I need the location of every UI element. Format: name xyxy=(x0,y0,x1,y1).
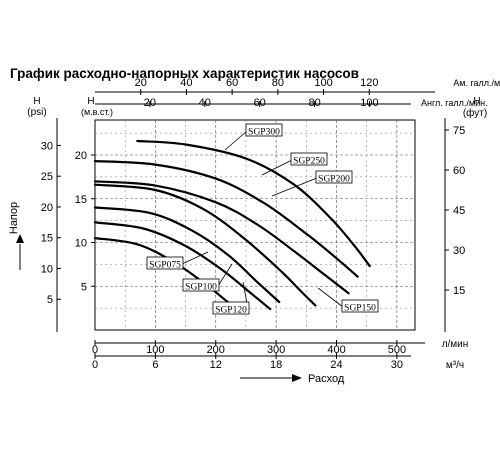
ft-axis-tick-label: 60 xyxy=(453,165,465,177)
usgal-axis-tick-label: 120 xyxy=(360,77,378,89)
m-axis-tick-label: 20 xyxy=(75,150,87,162)
label-sgp300: SGP300 xyxy=(248,128,280,138)
label-sgp100: SGP100 xyxy=(185,283,217,293)
lpm-axis-tick-label: 400 xyxy=(327,344,345,356)
leader-sgp150 xyxy=(317,287,344,308)
plot-frame xyxy=(94,119,416,331)
label-box-sgp300 xyxy=(245,123,283,137)
label-sgp200: SGP200 xyxy=(318,175,350,185)
label-sgp250: SGP250 xyxy=(293,157,325,167)
impgal-axis-tick-label: 100 xyxy=(360,97,378,109)
curve-sgp200 xyxy=(93,180,350,295)
chart-title: График расходно-напорных характеристик н… xyxy=(10,66,359,81)
curve-sgp100 xyxy=(93,221,272,311)
m3h-axis-tick-label: 6 xyxy=(152,359,158,371)
label-sgp150: SGP150 xyxy=(344,304,376,314)
curve-sgp300 xyxy=(136,139,371,268)
psi-axis-letter: H xyxy=(33,96,40,107)
label-box-sgp150 xyxy=(341,299,379,313)
impgal-axis-tick-label: 40 xyxy=(199,97,211,109)
y-axis-label: Напор xyxy=(8,202,20,234)
usgal-axis-tick-label: 40 xyxy=(180,77,192,89)
m3h-axis-tick-label: 12 xyxy=(210,359,222,371)
curve-sgp120 xyxy=(93,206,281,304)
lpm-axis-tick-label: 0 xyxy=(92,344,98,356)
usgal-axis-tick-label: 100 xyxy=(314,77,332,89)
leader-sgp200 xyxy=(271,177,318,197)
ft-axis-tick-label: 45 xyxy=(453,205,465,217)
leader-sgp250 xyxy=(261,159,293,176)
ft-axis-tick-label: 75 xyxy=(453,125,465,137)
lpm-axis-unit: л/мин xyxy=(442,339,469,350)
usgal-axis-tick-label: 60 xyxy=(226,77,238,89)
label-sgp075: SGP075 xyxy=(149,261,181,271)
psi-axis-tick-label: 10 xyxy=(41,263,53,275)
label-sgp120: SGP120 xyxy=(215,306,247,316)
x-axis-label: Расход xyxy=(308,373,345,385)
m-axis-tick-label: 15 xyxy=(75,194,87,206)
lpm-axis-tick-label: 500 xyxy=(388,344,406,356)
m-axis-letter: H xyxy=(87,96,94,107)
psi-axis-tick-label: 30 xyxy=(41,140,53,152)
ft-axis-tick-label: 30 xyxy=(453,245,465,257)
label-box-sgp120 xyxy=(212,301,250,315)
m3h-axis-unit: м³/ч xyxy=(446,360,464,371)
label-box-sgp100 xyxy=(182,278,220,292)
label-box-sgp075 xyxy=(146,256,184,270)
m-axis-tick-label: 5 xyxy=(81,281,87,293)
lpm-axis-tick-label: 200 xyxy=(207,344,225,356)
psi-axis-tick-label: 25 xyxy=(41,171,53,183)
psi-axis-unit: (psi) xyxy=(27,107,46,118)
leader-sgp100 xyxy=(217,263,233,287)
y-arrow-head xyxy=(16,234,24,243)
m3h-axis-tick-label: 0 xyxy=(92,359,98,371)
impgal-axis-tick-label: 20 xyxy=(144,97,156,109)
impgal-axis-tick-label: 60 xyxy=(254,97,266,109)
psi-axis-tick-label: 15 xyxy=(41,233,53,245)
ft-axis-tick-label: 15 xyxy=(453,285,465,297)
m3h-axis-tick-label: 18 xyxy=(270,359,282,371)
m3h-axis-tick-label: 24 xyxy=(330,359,342,371)
impgal-axis-tick-label: 80 xyxy=(308,97,320,109)
curve-sgp150 xyxy=(93,183,317,307)
usgal-axis-tick-label: 20 xyxy=(135,77,147,89)
m-axis-unit: (м.в.ст.) xyxy=(81,107,113,117)
usgal-axis-tick-label: 80 xyxy=(272,77,284,89)
label-box-sgp200 xyxy=(315,170,353,184)
ft-axis-letter: H xyxy=(473,96,480,107)
x-arrow-head xyxy=(292,374,302,382)
label-box-sgp250 xyxy=(290,152,328,166)
m-axis-tick-label: 10 xyxy=(75,238,87,250)
psi-axis-tick-label: 5 xyxy=(47,294,53,306)
leader-sgp075 xyxy=(181,251,209,265)
psi-axis-tick-label: 20 xyxy=(41,202,53,214)
ft-axis-unit: (фут) xyxy=(463,107,487,119)
lpm-axis-tick-label: 100 xyxy=(146,344,164,356)
leader-sgp300 xyxy=(224,130,248,151)
m3h-axis-tick-label: 30 xyxy=(391,359,403,371)
usgal-axis-unit: Ам. галл./мин. xyxy=(453,78,500,88)
lpm-axis-tick-label: 300 xyxy=(267,344,285,356)
curve-sgp250 xyxy=(93,160,359,278)
impgal-axis-unit: Англ. галл./мин. xyxy=(421,98,488,108)
